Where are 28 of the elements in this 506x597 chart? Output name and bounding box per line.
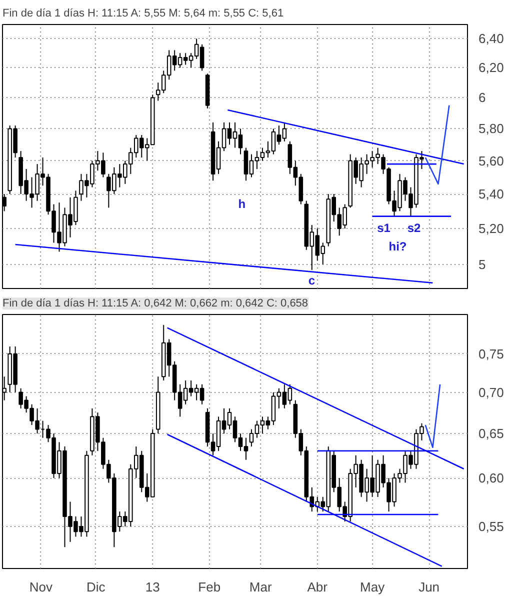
y-tick-label: 5,40 bbox=[478, 186, 504, 202]
x-tick-label: May bbox=[360, 580, 386, 594]
annotation: hi? bbox=[388, 239, 407, 254]
y-tick-label: 5,20 bbox=[478, 221, 504, 236]
x-tick-label: Dic bbox=[86, 580, 106, 594]
y-tick-label: 6 bbox=[478, 90, 486, 106]
y-tick-label: 6,40 bbox=[478, 31, 504, 46]
y-tick-label: 0,75 bbox=[478, 346, 504, 362]
x-tick-label: 13 bbox=[145, 580, 160, 594]
x-tick-label: Feb bbox=[198, 580, 221, 594]
y-tick-label: 0,55 bbox=[478, 518, 504, 534]
annotation: c bbox=[308, 274, 316, 288]
y-tick-label: 5,60 bbox=[478, 153, 504, 168]
x-tick-label: Jun bbox=[418, 580, 440, 594]
chart-title: Fin de día 1 días H: 11:15 A: 5,55 M: 5,64 m: 5,55 C: 5,61 bbox=[2, 8, 284, 20]
x-tick-label: Nov bbox=[29, 580, 54, 594]
x-tick-label: Abr bbox=[307, 580, 328, 594]
y-tick-label: 0,70 bbox=[478, 384, 504, 400]
x-tick-label: Mar bbox=[249, 580, 272, 594]
annotation: s2 bbox=[407, 220, 422, 235]
y-tick-label: 5,80 bbox=[478, 121, 504, 136]
chart-title: Fin de día 1 días H: 11:15 A: 0,642 M: 0,662 m: 0,642 C: 0,658 bbox=[2, 298, 308, 310]
y-tick-label: 6,20 bbox=[478, 60, 504, 76]
annotation: s1 bbox=[377, 220, 391, 235]
y-tick-label: 0,65 bbox=[478, 426, 504, 442]
y-tick-label: 5 bbox=[478, 256, 486, 272]
annotation: h bbox=[238, 197, 246, 212]
y-tick-label: 0,60 bbox=[478, 470, 504, 486]
